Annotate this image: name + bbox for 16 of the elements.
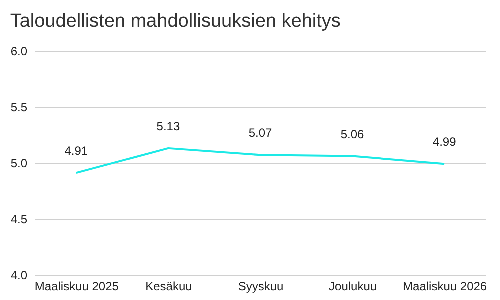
data-label: 5.13 (156, 119, 180, 134)
x-tick-label: Joulukuu (329, 280, 378, 294)
y-tick-label: 5.0 (10, 156, 28, 170)
data-label: 5.07 (248, 126, 272, 140)
chart-title: Taloudellisten mahdollisuuksien kehitys (10, 11, 341, 32)
x-tick-label: Maaliskuu 2026 (403, 280, 488, 294)
data-label: 4.91 (64, 144, 88, 158)
y-tick-label: 4.0 (10, 268, 28, 282)
y-tick-label: 5.5 (10, 100, 28, 114)
data-label: 5.06 (340, 127, 365, 142)
x-tick-label: Syyskuu (238, 280, 284, 294)
x-tick-label: Maaliskuu 2025 (34, 280, 120, 294)
y-tick-label: 6.0 (10, 44, 28, 58)
x-tick-label: Kesäkuu (146, 280, 192, 294)
data-label: 4.99 (432, 135, 457, 150)
y-tick-label: 4.5 (10, 212, 28, 226)
